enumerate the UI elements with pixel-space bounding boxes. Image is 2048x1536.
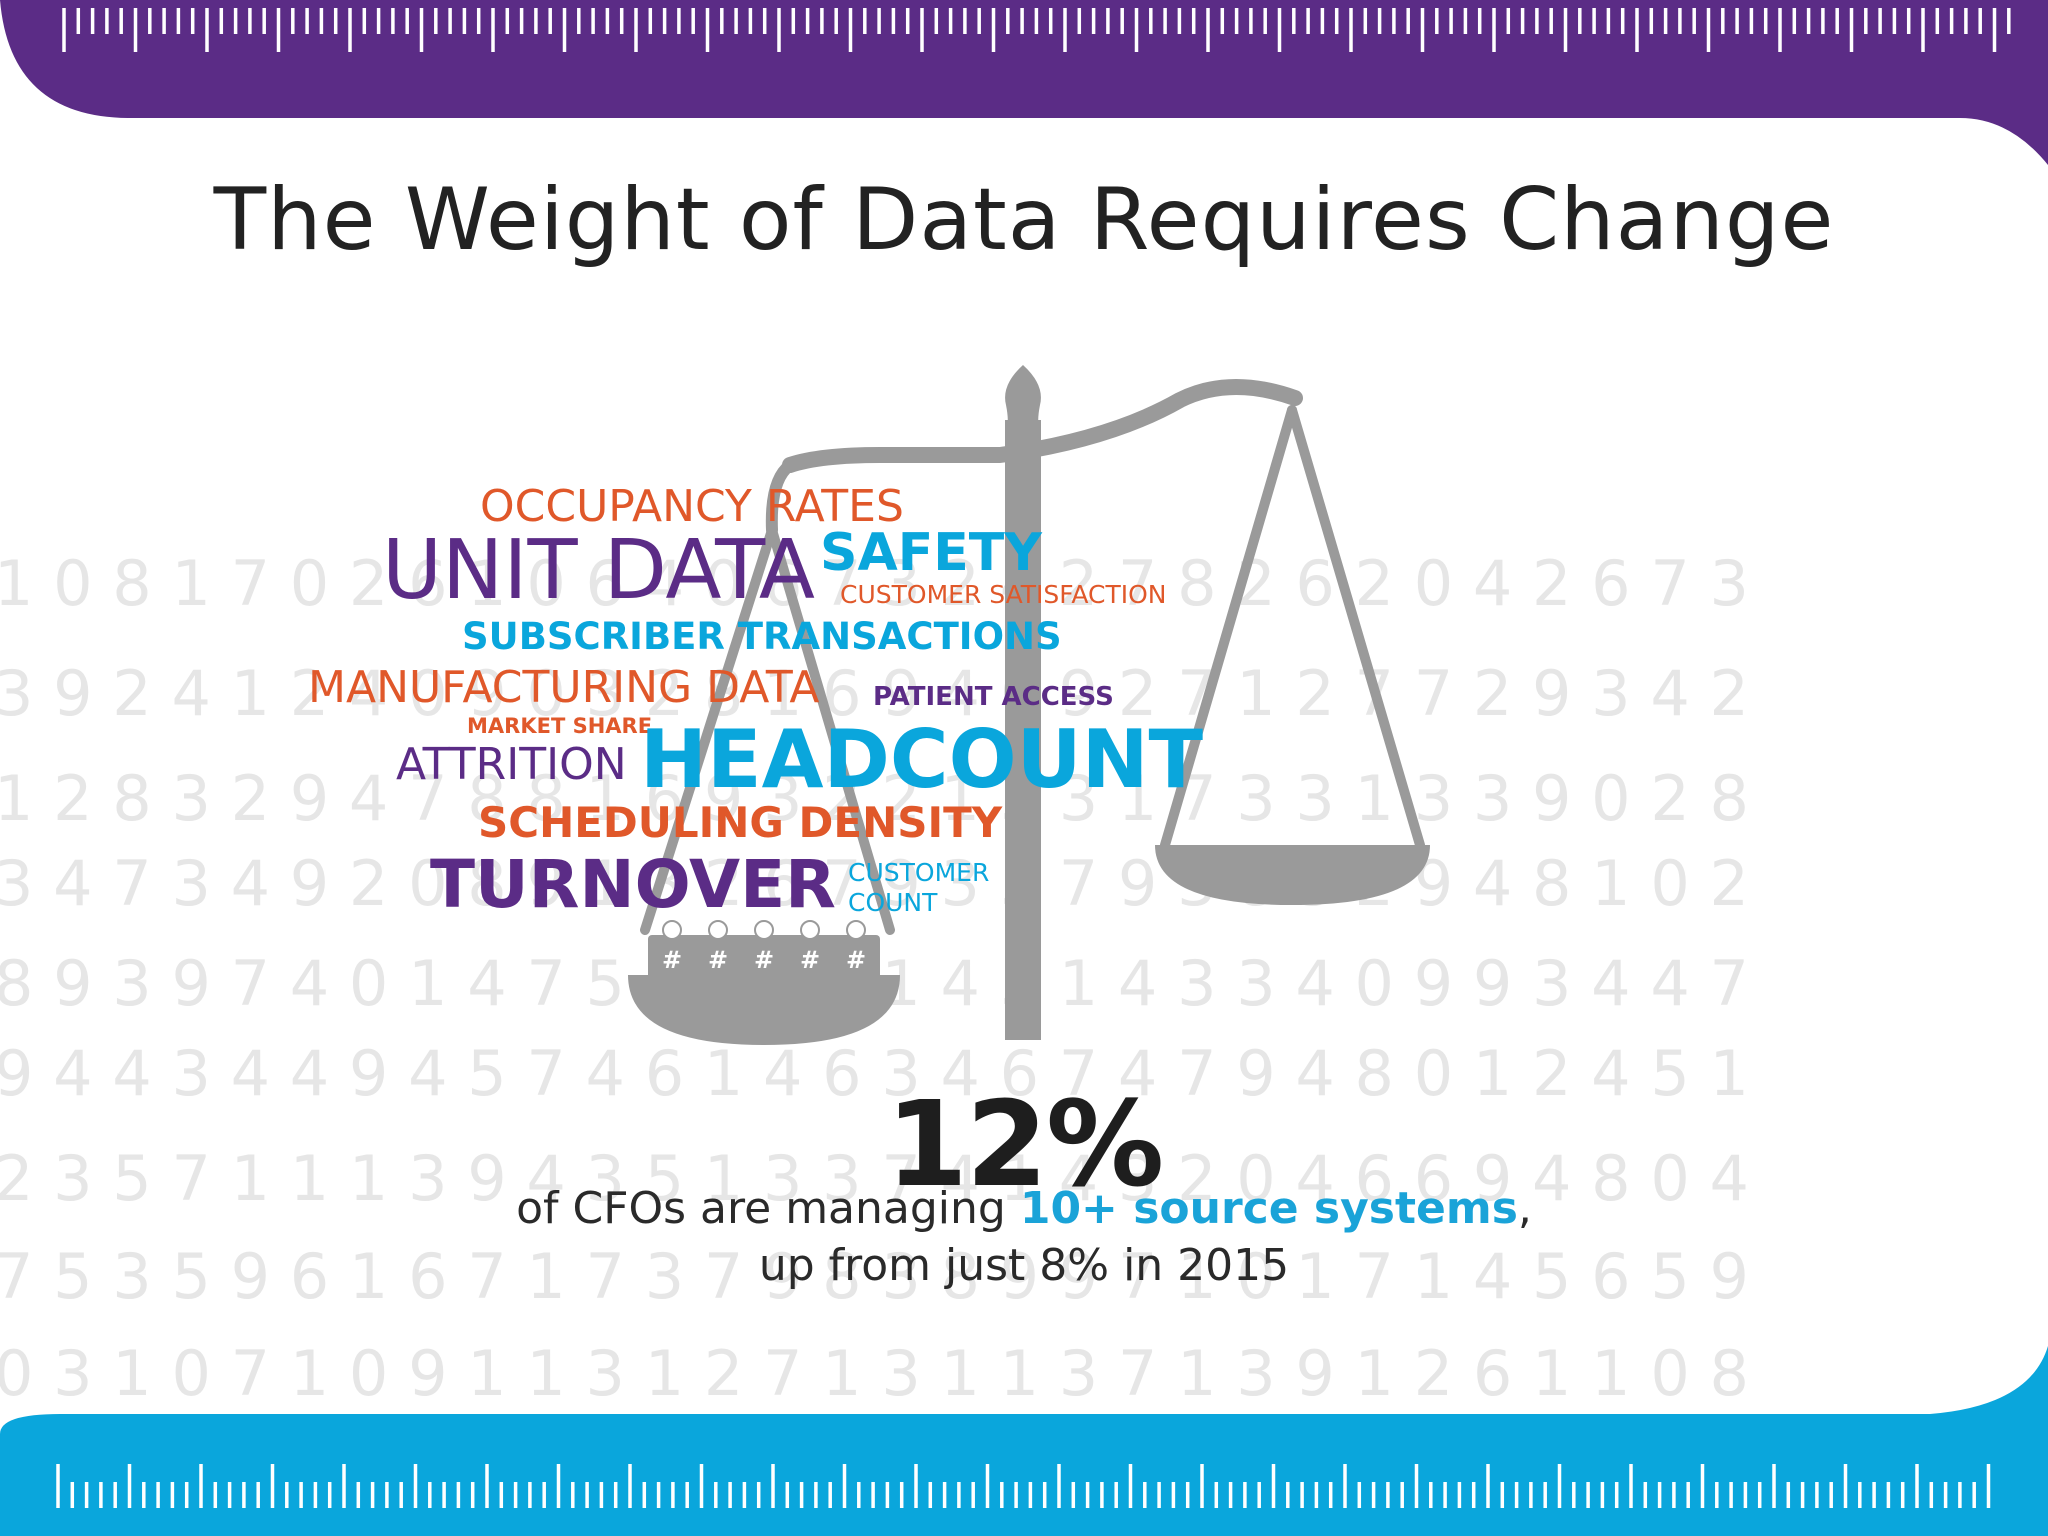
pan-person-head [708,920,728,940]
pan-token-label: # [754,946,774,974]
word-cloud-term: OCCUPANCY RATES [480,481,904,532]
left-pan-string-right [767,525,895,935]
stat-text-before: of CFOs are managing [516,1183,1020,1234]
right-pan-string-right [1287,405,1425,850]
scale-beam [782,379,1303,473]
stat-line-1: of CFOs are managing 10+ source systems, [0,1183,2048,1234]
word-cloud-term: CUSTOMER [848,858,990,887]
word-cloud-term: HEADCOUNT [640,713,1204,806]
pan-person-head [754,920,774,940]
right-pan-string-left [1160,405,1297,850]
left-pan [628,975,900,1045]
stat-text-after: , [1517,1183,1532,1234]
scale-pole [1005,420,1041,1040]
left-pan-contents [648,935,880,980]
background-digit-row: 9 4 4 3 4 4 9 4 5 7 4 6 1 4 6 3 4 6 7 4 … [0,1037,1749,1110]
scale-finial [1005,365,1041,432]
pan-token-label: # [846,946,866,974]
left-pan-string-left [640,525,777,935]
pan-token-label: # [800,946,820,974]
pan-person-head [846,920,866,940]
word-cloud-term: PATIENT ACCESS [873,682,1114,712]
word-cloud-term: CUSTOMER SATISFACTION [840,580,1167,609]
pan-token-label: # [708,946,728,974]
page-title: The Weight of Data Requires Change [213,170,1835,270]
bottom-ruler-shape [0,1346,2048,1536]
stat-line-2: up from just 8% in 2015 [758,1240,1290,1291]
word-cloud-term: ATTRITION [396,739,627,790]
scale-left-hook [765,459,796,536]
word-cloud-term: COUNT [848,888,938,917]
word-cloud-term: SAFETY [820,523,1042,583]
background-digit-row: 1 2 8 3 2 9 4 7 8 8 1 6 9 3 2 2 1 3 3 1 … [0,762,1749,835]
left-pan-tokens: # # # # # [662,946,866,974]
word-cloud-term: TURNOVER [430,846,836,923]
right-pan [1155,845,1430,905]
bottom-ruler-ticks [56,1464,1991,1508]
top-ruler-band [0,0,2048,165]
pan-token-label: # [662,946,682,974]
top-ruler-shape [0,0,2048,165]
word-cloud-term: MARKET SHARE [467,714,653,738]
pan-person-head [800,920,820,940]
bottom-ruler-band [0,1346,2048,1536]
word-cloud-term: UNIT DATA [382,523,815,618]
background-digit-row: 3 9 2 4 1 2 4 0 9 0 3 2 8 1 6 9 4 6 9 2 … [0,657,1749,730]
left-pan-people [662,920,866,940]
word-cloud-term: SCHEDULING DENSITY [478,798,1003,847]
stat-value: 12% [885,1075,1164,1213]
background-digit-row: 0 3 1 0 7 1 0 9 1 1 3 1 2 7 1 3 1 1 3 7 … [0,1337,1749,1410]
background-digit-row: 7 5 3 5 9 6 1 6 7 1 7 3 7 9 8 3 8 9 9 7 … [0,1240,1749,1313]
word-cloud-term: MANUFACTURING DATA [308,662,820,713]
top-ruler-ticks [62,8,2011,52]
background-digit-row: 2 3 5 7 1 1 1 3 9 4 3 5 1 3 3 7 4 1 4 3 … [0,1142,1749,1215]
background-digit-row: 1 0 8 1 7 0 2 6 1 0 6 4 0 6 7 3 2 4 2 7 … [0,547,1749,620]
pan-person-head [662,920,682,940]
stat-highlight: 10+ source systems [1019,1183,1518,1234]
word-cloud-term: SUBSCRIBER TRANSACTIONS [462,615,1062,658]
